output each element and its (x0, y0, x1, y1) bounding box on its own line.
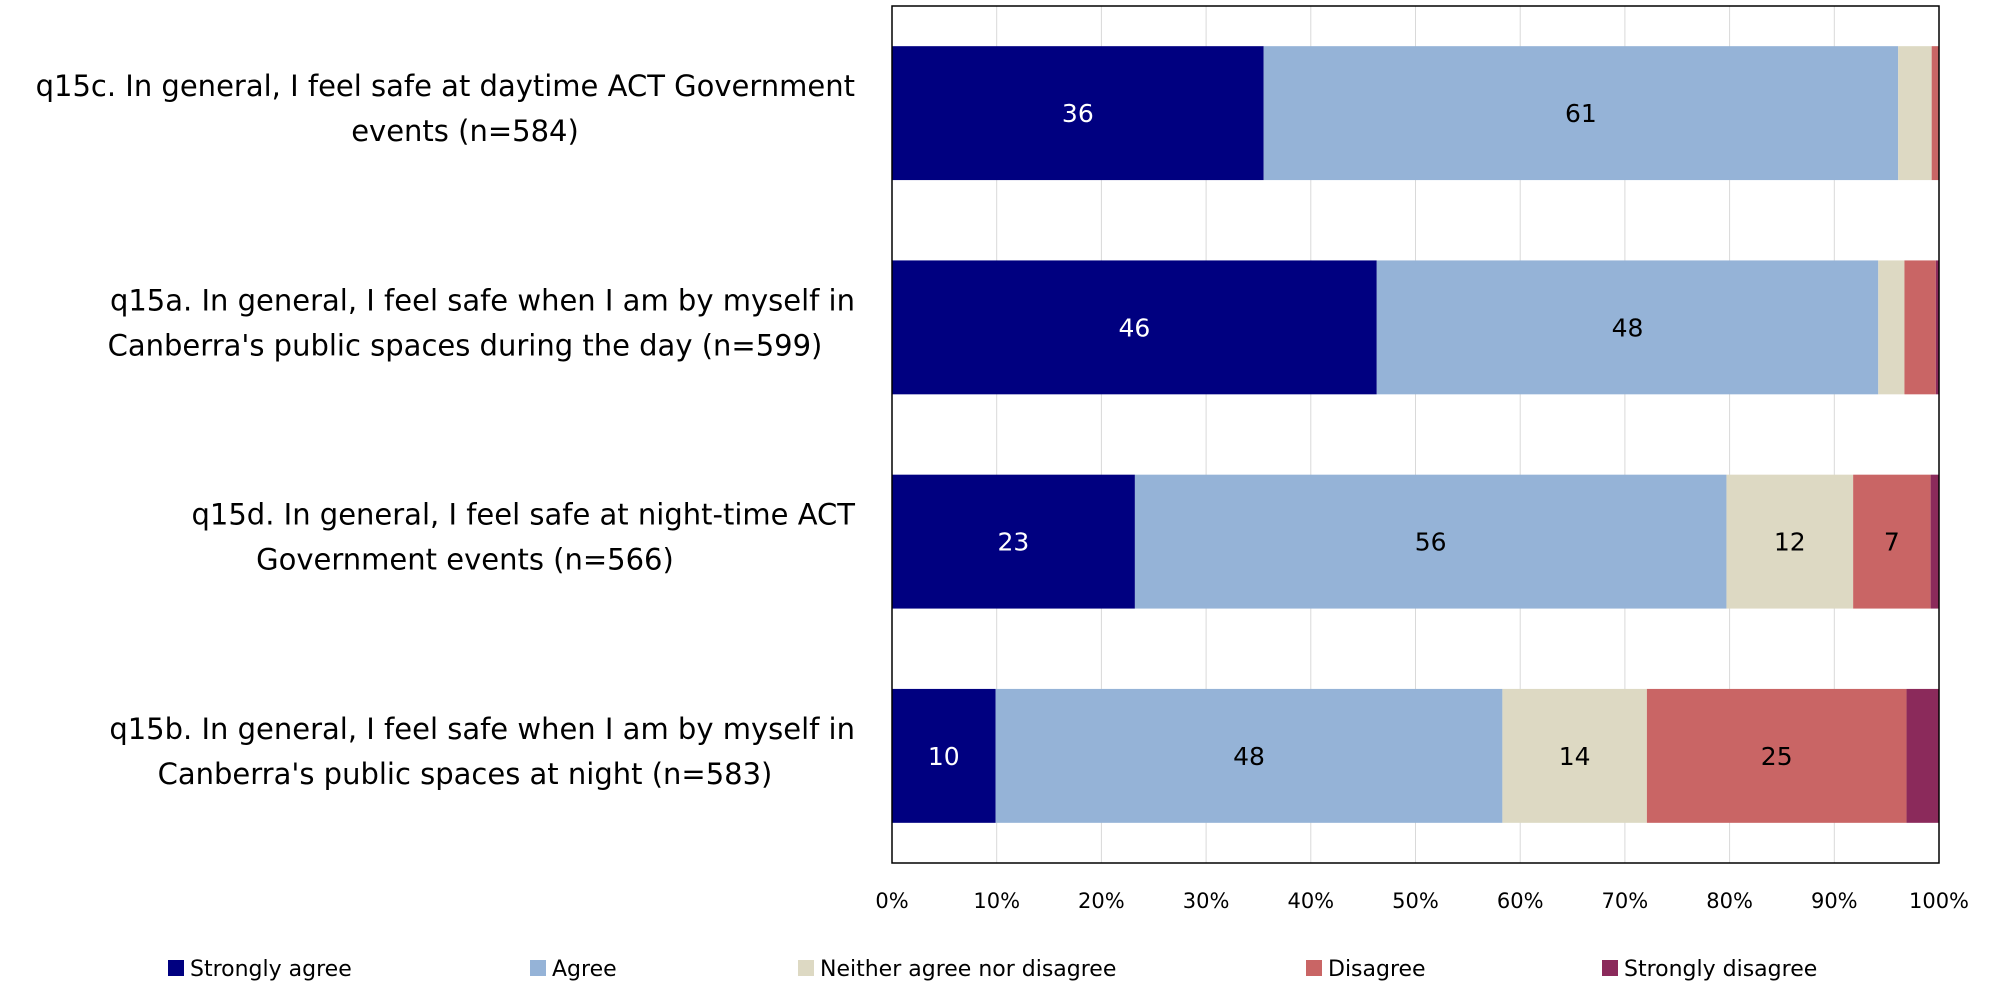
bar-segment (1904, 260, 1936, 395)
x-tick-label: 90% (1811, 889, 1858, 913)
bar-segment (1878, 260, 1905, 395)
bar-segment (892, 46, 1264, 181)
category-label: events (n=584) (351, 114, 579, 148)
legend-swatch (1602, 960, 1618, 976)
category-label: q15a. In general, I feel safe when I am … (110, 283, 855, 317)
bar-segment (892, 688, 996, 823)
plot-area-frame (891, 5, 1940, 864)
data-label: 14 (1559, 742, 1591, 771)
legend-entry: Agree (552, 957, 617, 982)
legend-entry: Neither agree nor disagree (820, 957, 1116, 982)
bar-segment (1931, 46, 1939, 181)
x-tick-label: 100% (1909, 889, 1969, 913)
legend-swatch (530, 960, 546, 976)
data-label: 61 (1565, 99, 1597, 128)
bar-segment (1930, 474, 1939, 609)
legend-entry: Disagree (1328, 957, 1426, 982)
category-label: Government events (n=566) (256, 543, 674, 577)
x-tick-label: 70% (1602, 889, 1649, 913)
bar-segment (1898, 46, 1932, 181)
legend-swatch (798, 960, 814, 976)
bar-segment (995, 688, 1503, 823)
legend-entry: Strongly disagree (1624, 957, 1817, 982)
data-label: 48 (1233, 742, 1265, 771)
x-tick-label: 20% (1078, 889, 1125, 913)
x-tick-label: 0% (875, 889, 908, 913)
legend: Strongly agree Agree Neither agree nor dis… (168, 957, 1817, 982)
x-tick-label: 40% (1287, 889, 1334, 913)
data-label: 12 (1774, 528, 1806, 557)
bar-segment (892, 260, 1377, 395)
bar-segment (1853, 474, 1931, 609)
bar-segment (892, 474, 1135, 609)
bar-segment (1134, 474, 1727, 609)
category-label: Canberra's public spaces during the day … (108, 328, 823, 362)
data-label: 10 (928, 742, 960, 771)
data-label: 25 (1761, 742, 1793, 771)
category-label: q15c. In general, I feel safe at daytime… (36, 69, 855, 103)
data-label: 56 (1415, 528, 1447, 557)
x-tick-label: 30% (1183, 889, 1230, 913)
data-label: 46 (1118, 313, 1150, 342)
bar-segment (1376, 260, 1879, 395)
category-labels: q15c. In general, I feel safe at daytime… (36, 69, 856, 791)
x-tick-label: 60% (1497, 889, 1544, 913)
data-label: 36 (1062, 99, 1094, 128)
bars: 36 61 46 48 23 56 12 7 10 48 14 25 (892, 46, 1939, 823)
x-axis-tick-labels: 0% 10% 20% 30% 40% 50% 60% 70% 80% 90% 100% (875, 889, 1969, 913)
legend-swatch (168, 960, 184, 976)
bar-segment (1935, 260, 1939, 395)
category-label: q15b. In general, I feel safe when I am … (109, 712, 855, 746)
x-tick-label: 80% (1706, 889, 1753, 913)
data-label: 48 (1612, 313, 1644, 342)
category-label: Canberra's public spaces at night (n=583… (158, 757, 773, 791)
bar-segment (1263, 46, 1899, 181)
legend-swatch (1306, 960, 1322, 976)
bar-segment (1726, 474, 1854, 609)
bar-segment (1646, 688, 1907, 823)
x-tick-label: 10% (973, 889, 1020, 913)
data-label: 7 (1884, 528, 1900, 557)
bar-segment (1906, 688, 1939, 823)
bar-segment (1502, 688, 1647, 823)
legend-entry: Strongly agree (190, 957, 352, 982)
x-tick-label: 50% (1392, 889, 1439, 913)
data-label: 23 (998, 528, 1030, 557)
category-label: q15d. In general, I feel safe at night-t… (191, 498, 855, 532)
